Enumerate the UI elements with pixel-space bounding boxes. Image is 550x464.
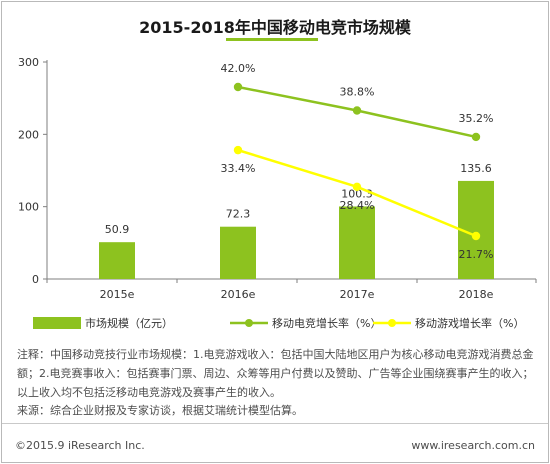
bar-value-label: 50.9 [105, 223, 130, 236]
x-category-label: 2016e [221, 288, 256, 301]
website-text: www.iresearch.com.cn [411, 439, 535, 452]
legend-games-label: 移动游戏增长率（%） [415, 316, 524, 330]
legend-bar-swatch [33, 317, 81, 329]
x-category-label: 2017e [340, 288, 375, 301]
bar [99, 242, 135, 279]
source-text: 来源：综合企业财报及专家访谈，根据艾瑞统计模型估算。 [17, 404, 303, 417]
games-growth-point [233, 145, 243, 155]
bar [339, 206, 375, 279]
games-growth-label: 28.4% [340, 199, 375, 212]
esports-growth-label: 35.2% [459, 112, 494, 125]
bar [220, 226, 256, 279]
chart-notes: 注释：中国移动竞技行业市场规模：1.电竞游戏收入：包括中国大陆地区用户为核心移动… [17, 345, 537, 402]
title-underline [226, 38, 318, 41]
x-category-label: 2018e [459, 288, 494, 301]
games-growth-point [352, 182, 362, 192]
copyright-text: ©2015.9 iResearch Inc. [15, 439, 145, 452]
esports-growth-point [352, 106, 362, 115]
y-tick-label: 200 [18, 128, 39, 141]
games-growth-point [471, 231, 481, 241]
y-tick-label: 300 [18, 56, 39, 69]
esports-growth-label: 42.0% [221, 62, 256, 75]
esports-growth-label: 38.8% [340, 85, 375, 98]
chart-title: 2015-2018年中国移动电竞市场规模 [139, 18, 411, 37]
legend-esports-label: 移动电竞增长率（%） [272, 316, 381, 330]
bar-value-label: 72.3 [226, 208, 251, 221]
legend-bar-label: 市场规模（亿元） [85, 316, 173, 330]
y-tick-label: 0 [32, 273, 39, 286]
footer-divider [2, 423, 548, 424]
y-tick-label: 100 [18, 201, 39, 214]
esports-growth-point [471, 132, 481, 142]
games-growth-label: 33.4% [221, 162, 256, 175]
legend-esports-marker [245, 319, 253, 327]
note-text: 注释：中国移动竞技行业市场规模：1.电竞游戏收入：包括中国大陆地区用户为核心移动… [17, 348, 534, 399]
legend-games-marker [388, 319, 396, 327]
bar-value-label: 135.6 [460, 162, 492, 175]
esports-growth-point [233, 82, 243, 92]
x-category-label: 2015e [100, 288, 135, 301]
games-growth-label: 21.7% [459, 248, 494, 261]
